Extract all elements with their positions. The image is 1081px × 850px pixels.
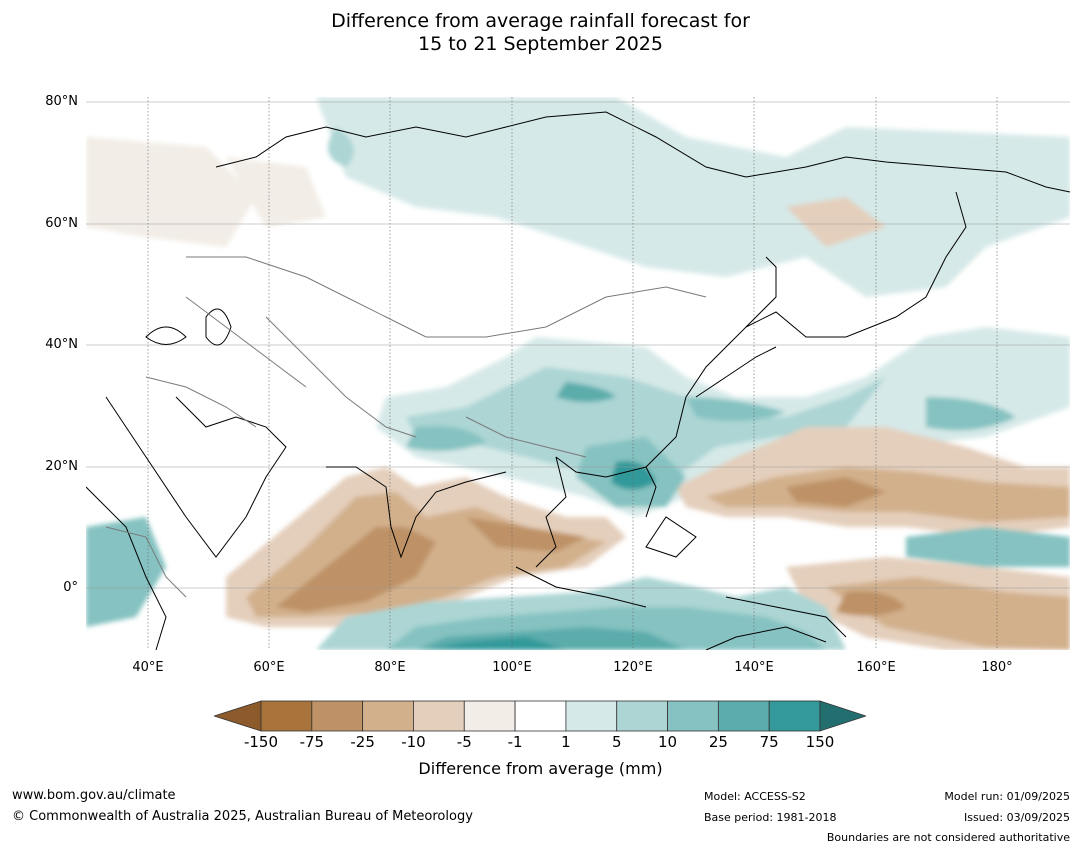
colorbar-over-triangle [819,700,866,732]
colorbar-bin [260,700,313,732]
colorbar-bin [565,700,618,732]
colorbar-under-triangle [214,700,262,732]
coastlines [86,111,1070,650]
lon-label-180: 180° [981,660,1013,675]
model-text: Model: ACCESS-S2 [704,790,806,803]
colorbar-tick-label: -25 [350,733,375,751]
disclaimer-text: Boundaries are not considered authoritat… [826,831,1070,844]
colorbar-tick-label: 5 [611,733,622,751]
colorbar [214,700,866,732]
lon-label-100e: 100°E [492,660,532,675]
colorbar-tick-label: -150 [243,733,279,751]
colorbar-bin [311,700,364,732]
colorbar-label: Difference from average (mm) [418,759,663,778]
title-line-1: Difference from average rainfall forecas… [331,10,750,32]
colorbar-bin [616,700,668,732]
colorbar-tick-label: 10 [657,733,678,751]
colorbar-tick-label: 75 [759,733,779,751]
colorbar-tick-label: -1 [507,733,523,751]
colorbar-tick-label: 150 [805,733,835,751]
lon-gridlines [147,97,998,650]
lat-label-40n: 40°N [45,337,78,352]
lat-label-0: 0° [63,580,78,595]
colorbar-bin [413,700,465,732]
country-borders [105,256,707,598]
colorbar-tick-label: 25 [708,733,728,751]
map-title: Difference from average rainfall forecas… [0,10,1081,56]
base-period-text: Base period: 1981-2018 [704,811,837,824]
lon-label-40e: 40°E [132,660,164,675]
model-run-text: Model run: 01/09/2025 [944,790,1070,803]
colorbar-bin [514,700,567,732]
rainfall-map [86,97,1070,650]
lon-label-80e: 80°E [374,660,406,675]
colorbar-tick-label: -75 [299,733,325,751]
lon-label-160e: 160°E [856,660,896,675]
colorbar-tick-label: -10 [401,733,426,751]
colorbar-bin [667,700,719,732]
colorbar-tick-label: 1 [561,733,571,751]
issued-text: Issued: 03/09/2025 [963,811,1070,824]
colorbar-bin [463,700,516,732]
colorbar-bin [362,700,414,732]
rainfall-anomaly-field [86,97,1070,650]
colorbar-bin [717,700,770,732]
lon-label-60e: 60°E [253,660,285,675]
colorbar-tick-label: -5 [456,733,472,751]
colorbar-bin [768,700,821,732]
lat-label-80n: 80°N [45,94,78,109]
lon-label-120e: 120°E [613,660,653,675]
lat-label-20n: 20°N [45,459,78,474]
title-line-2: 15 to 21 September 2025 [418,33,663,55]
lat-label-60n: 60°N [45,216,78,231]
lon-label-140e: 140°E [734,660,774,675]
website-text: www.bom.gov.au/climate [12,788,176,803]
copyright-text: © Commonwealth of Australia 2025, Austra… [12,809,473,824]
